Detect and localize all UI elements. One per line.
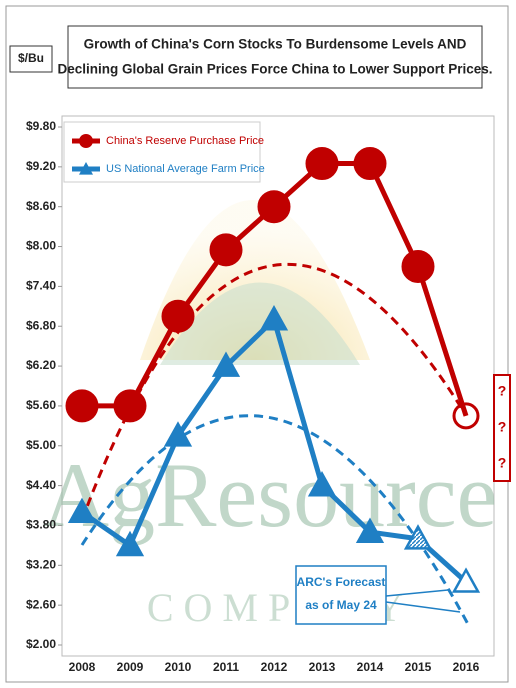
y-tick-label: $2.00 bbox=[26, 637, 56, 651]
y-tick-label: $9.80 bbox=[26, 119, 56, 133]
side-note: ? bbox=[498, 383, 507, 399]
y-tick-label: $9.20 bbox=[26, 159, 56, 173]
y-tick-label: $3.20 bbox=[26, 557, 56, 571]
x-tick-label: 2016 bbox=[453, 660, 480, 674]
x-tick-label: 2011 bbox=[213, 660, 239, 674]
marker bbox=[115, 391, 145, 421]
legend-marker bbox=[79, 134, 93, 148]
marker bbox=[307, 149, 337, 179]
x-tick-label: 2015 bbox=[405, 660, 432, 674]
y-tick-label: $4.40 bbox=[26, 478, 56, 492]
y-tick-label: $7.40 bbox=[26, 279, 56, 293]
y-tick-label: $3.80 bbox=[26, 518, 56, 532]
x-tick-label: 2010 bbox=[165, 660, 192, 674]
marker bbox=[211, 235, 241, 265]
x-tick-label: 2014 bbox=[357, 660, 384, 674]
chart: Growth of China's Corn Stocks To Burdens… bbox=[0, 0, 516, 688]
y-label: $/Bu bbox=[18, 51, 44, 65]
title: Growth of China's Corn Stocks To Burdens… bbox=[84, 37, 467, 52]
marker bbox=[259, 192, 289, 222]
y-tick-label: $8.60 bbox=[26, 199, 56, 213]
marker bbox=[163, 301, 193, 331]
annotation: ARC's Forecast bbox=[297, 575, 386, 589]
x-tick-label: 2008 bbox=[69, 660, 96, 674]
y-tick-label: $8.00 bbox=[26, 239, 56, 253]
x-tick-label: 2009 bbox=[117, 660, 144, 674]
x-tick-label: 2012 bbox=[261, 660, 288, 674]
legend-label: US National Average Farm Price bbox=[106, 163, 265, 175]
y-tick-label: $2.60 bbox=[26, 597, 56, 611]
y-tick-label: $5.00 bbox=[26, 438, 56, 452]
marker bbox=[355, 149, 385, 179]
side-note: ? bbox=[498, 419, 507, 435]
y-tick-label: $6.20 bbox=[26, 358, 56, 372]
y-tick-label: $5.60 bbox=[26, 398, 56, 412]
marker bbox=[67, 391, 97, 421]
title: Declining Global Grain Prices Force Chin… bbox=[57, 62, 492, 77]
side-note: ? bbox=[498, 455, 507, 471]
y-tick-label: $6.80 bbox=[26, 318, 56, 332]
legend-label: China's Reserve Purchase Price bbox=[106, 135, 264, 147]
marker bbox=[403, 251, 433, 281]
x-tick-label: 2013 bbox=[309, 660, 336, 674]
annotation: as of May 24 bbox=[305, 598, 377, 612]
title-box bbox=[68, 26, 482, 88]
